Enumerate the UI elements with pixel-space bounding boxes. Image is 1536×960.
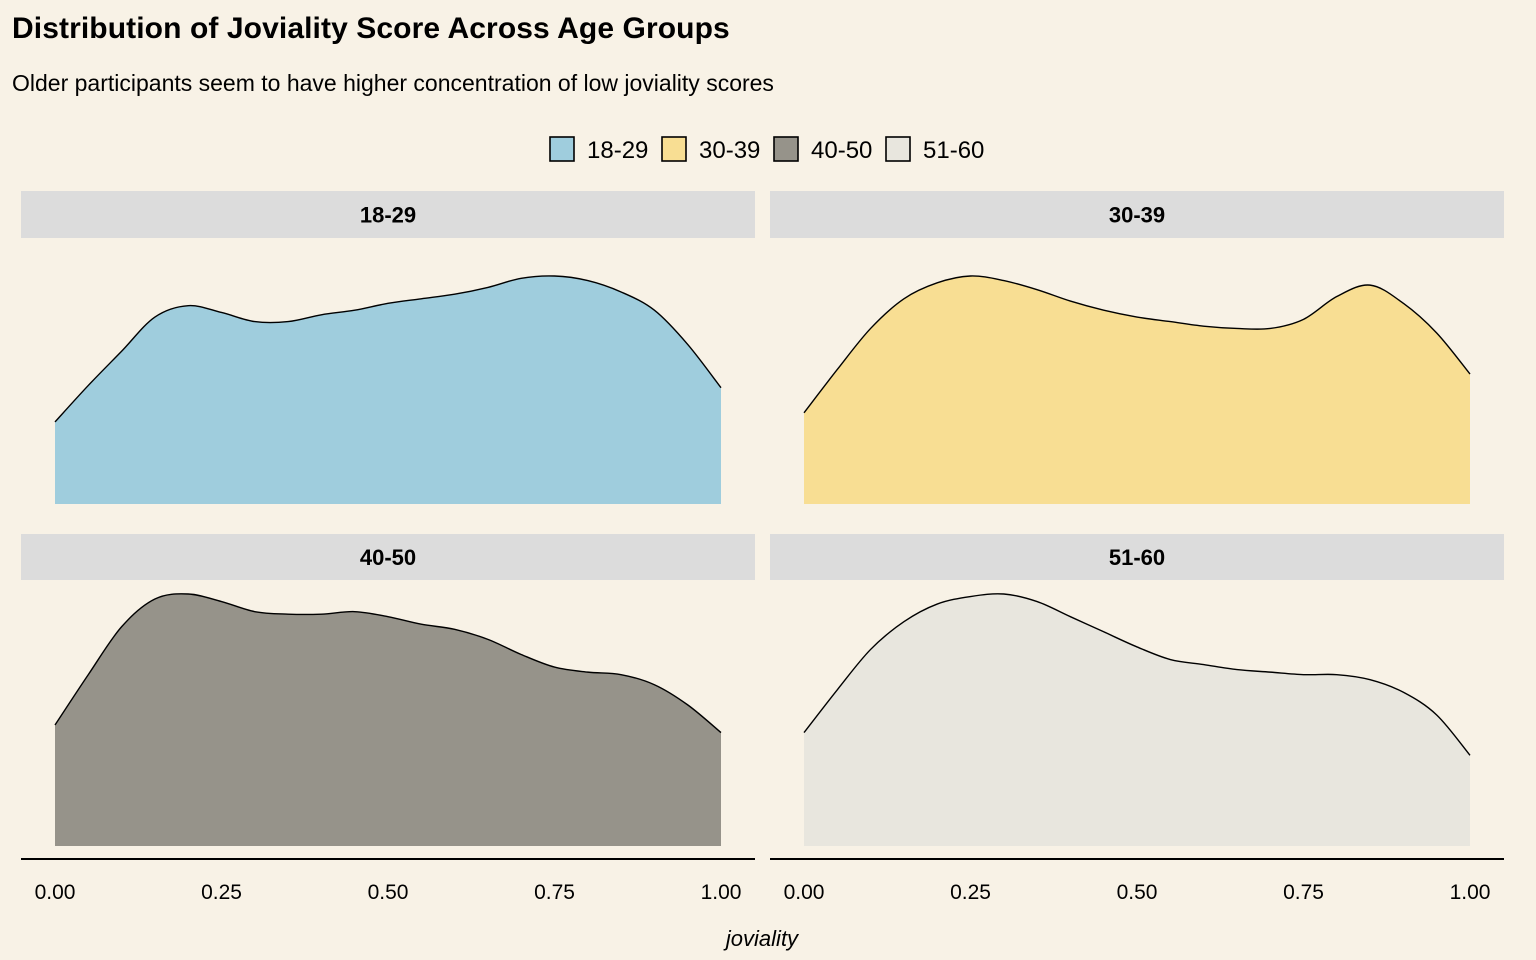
legend-label-40-50: 40-50 xyxy=(811,137,872,164)
legend-label-51-60: 51-60 xyxy=(923,137,984,164)
legend-label-18-29: 18-29 xyxy=(587,137,648,164)
legend-key-18-29 xyxy=(549,136,575,162)
facet-strip-30-39 xyxy=(770,191,1504,238)
x-tick-label: 0.00 xyxy=(784,881,825,904)
facet-strip-51-60 xyxy=(770,534,1504,580)
density-line-30-39 xyxy=(803,275,1471,414)
chart-title: Distribution of Joviality Score Across A… xyxy=(12,12,730,45)
legend-key-51-60 xyxy=(885,136,911,162)
density-area-30-39 xyxy=(804,275,1470,504)
x-tick-label: 0.25 xyxy=(950,881,991,904)
facet-strip-label-30-39: 30-39 xyxy=(1109,203,1165,228)
x-tick-label: 0.75 xyxy=(1283,881,1324,904)
x-tick-label: 0.50 xyxy=(368,881,409,904)
density-area-51-60 xyxy=(804,593,1470,846)
density-area-18-29 xyxy=(55,275,721,504)
density-line-40-50 xyxy=(54,593,722,734)
density-line-18-29 xyxy=(54,275,722,423)
x-tick-label: 0.50 xyxy=(1117,881,1158,904)
facet-strip-18-29 xyxy=(21,191,755,238)
facet-strip-label-51-60: 51-60 xyxy=(1109,545,1165,570)
x-axis-title: joviality xyxy=(723,926,800,951)
x-tick-label: 0.00 xyxy=(35,881,76,904)
facet-strip-label-18-29: 18-29 xyxy=(360,203,416,228)
density-line-51-60 xyxy=(803,593,1471,756)
facet-strip-label-40-50: 40-50 xyxy=(360,545,416,570)
x-tick-label: 1.00 xyxy=(1450,881,1491,904)
x-tick-label: 0.75 xyxy=(534,881,575,904)
chart-subtitle: Older participants seem to have higher c… xyxy=(12,70,774,96)
facet-strip-40-50 xyxy=(21,534,755,580)
legend-key-40-50 xyxy=(773,136,799,162)
x-tick-label: 1.00 xyxy=(701,881,742,904)
legend-label-30-39: 30-39 xyxy=(699,137,760,164)
legend-key-30-39 xyxy=(661,136,687,162)
x-tick-label: 0.25 xyxy=(201,881,242,904)
density-area-40-50 xyxy=(55,593,721,846)
